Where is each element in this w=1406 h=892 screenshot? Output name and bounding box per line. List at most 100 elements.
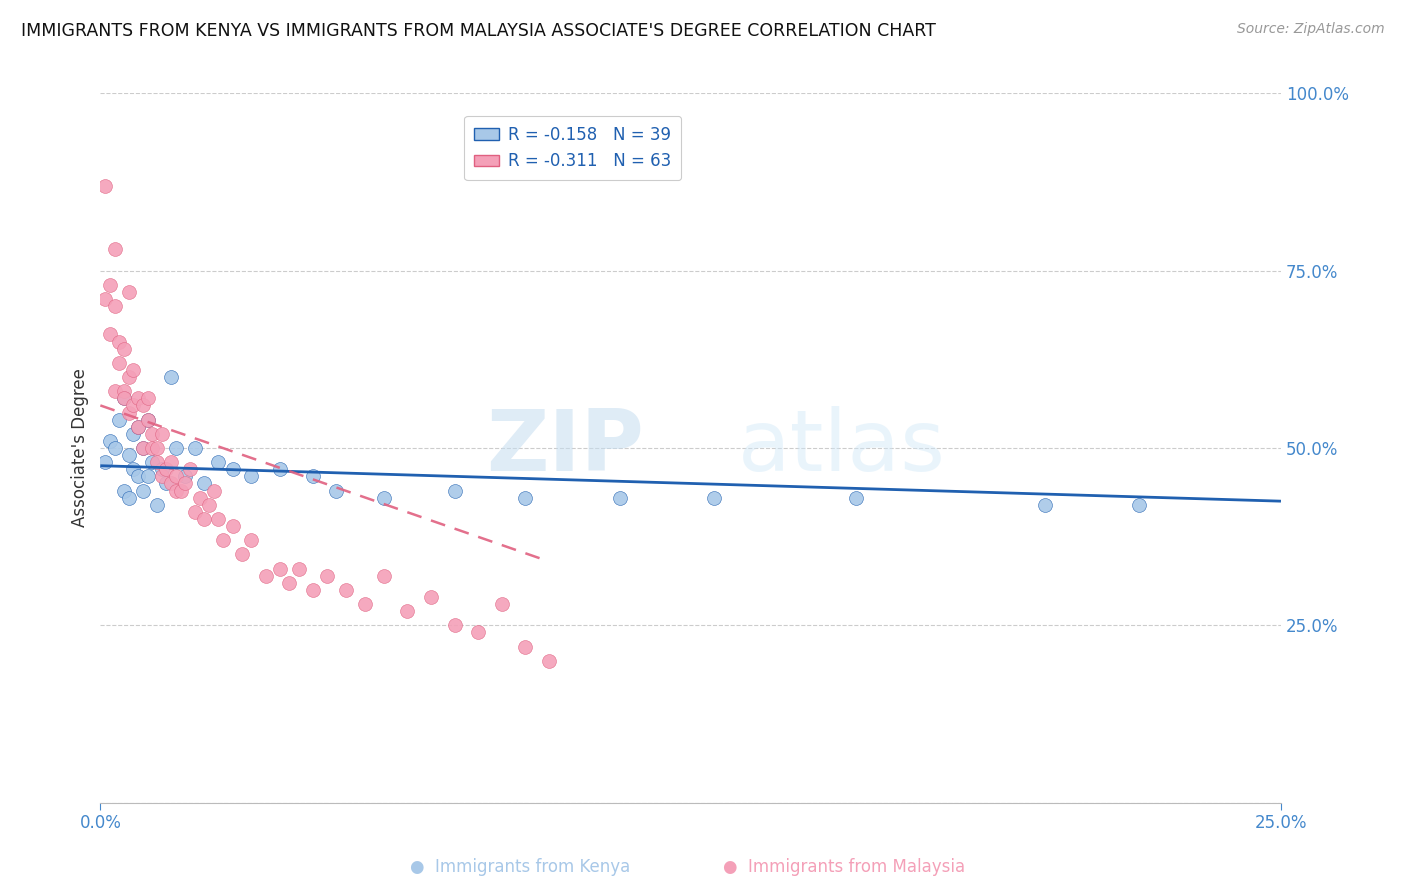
Point xyxy=(198,498,221,512)
Text: ZIP: ZIP xyxy=(485,407,644,490)
Point xyxy=(254,568,277,582)
Point xyxy=(316,568,339,582)
Point xyxy=(146,441,169,455)
Point xyxy=(193,512,215,526)
Point xyxy=(112,483,135,498)
Point xyxy=(373,491,395,505)
Point xyxy=(491,597,513,611)
Point xyxy=(335,582,357,597)
Point xyxy=(165,469,187,483)
Point xyxy=(269,561,291,575)
Point xyxy=(108,412,131,426)
Point xyxy=(609,491,631,505)
Point xyxy=(112,384,135,399)
Point xyxy=(127,419,149,434)
Point xyxy=(515,640,537,654)
Point xyxy=(127,392,149,406)
Point xyxy=(302,582,325,597)
Text: IMMIGRANTS FROM KENYA VS IMMIGRANTS FROM MALAYSIA ASSOCIATE'S DEGREE CORRELATION: IMMIGRANTS FROM KENYA VS IMMIGRANTS FROM… xyxy=(21,22,936,40)
Point xyxy=(118,491,141,505)
Point xyxy=(160,476,183,491)
Text: ●  Immigrants from Kenya: ● Immigrants from Kenya xyxy=(411,858,630,876)
Point xyxy=(132,441,155,455)
Point xyxy=(419,590,441,604)
Text: Source: ZipAtlas.com: Source: ZipAtlas.com xyxy=(1237,22,1385,37)
Point xyxy=(184,441,207,455)
Point xyxy=(118,405,141,419)
Point xyxy=(132,483,155,498)
Point xyxy=(112,392,135,406)
Point xyxy=(165,483,187,498)
Point xyxy=(103,243,125,257)
Point xyxy=(174,476,197,491)
Point xyxy=(353,597,375,611)
Point xyxy=(112,392,135,406)
Point xyxy=(212,533,235,548)
Point xyxy=(103,384,125,399)
Point xyxy=(443,618,465,632)
Point xyxy=(1128,498,1150,512)
Point xyxy=(703,491,725,505)
Text: ●  Immigrants from Malaysia: ● Immigrants from Malaysia xyxy=(723,858,965,876)
Point xyxy=(231,547,253,561)
Point xyxy=(207,455,229,469)
Text: atlas: atlas xyxy=(738,407,946,490)
Point xyxy=(132,441,155,455)
Point xyxy=(94,455,117,469)
Point xyxy=(94,292,117,306)
Point xyxy=(179,462,201,476)
Point xyxy=(118,370,141,384)
Point xyxy=(98,277,121,292)
Point xyxy=(221,519,243,533)
Point xyxy=(184,505,207,519)
Point xyxy=(141,441,163,455)
Point xyxy=(108,356,131,370)
Point xyxy=(240,533,263,548)
Point xyxy=(278,575,301,590)
Point xyxy=(174,469,197,483)
Point xyxy=(221,462,243,476)
Point xyxy=(141,455,163,469)
Point xyxy=(108,334,131,349)
Point xyxy=(98,327,121,342)
Point xyxy=(127,469,149,483)
Point xyxy=(94,178,117,193)
Point xyxy=(515,491,537,505)
Point xyxy=(122,363,145,377)
Point xyxy=(396,604,419,618)
Point xyxy=(98,434,121,448)
Point xyxy=(118,285,141,299)
Point xyxy=(136,469,159,483)
Point xyxy=(287,561,309,575)
Point xyxy=(146,455,169,469)
Point xyxy=(467,625,489,640)
Point xyxy=(202,483,225,498)
Point xyxy=(188,491,211,505)
Point xyxy=(122,426,145,441)
Point xyxy=(155,476,177,491)
Point xyxy=(373,568,395,582)
Point xyxy=(112,342,135,356)
Point xyxy=(193,476,215,491)
Point xyxy=(136,392,159,406)
Point xyxy=(325,483,347,498)
Point xyxy=(155,462,177,476)
Point xyxy=(132,399,155,413)
Legend: R = -0.158   N = 39, R = -0.311   N = 63: R = -0.158 N = 39, R = -0.311 N = 63 xyxy=(464,116,681,180)
Point xyxy=(150,469,173,483)
Point xyxy=(141,426,163,441)
Point xyxy=(150,426,173,441)
Point xyxy=(118,448,141,462)
Point xyxy=(150,462,173,476)
Point xyxy=(160,370,183,384)
Point xyxy=(136,412,159,426)
Point xyxy=(443,483,465,498)
Point xyxy=(1033,498,1056,512)
Point xyxy=(165,441,187,455)
Point xyxy=(169,483,191,498)
Point xyxy=(537,654,560,668)
Point xyxy=(127,419,149,434)
Point xyxy=(136,412,159,426)
Point xyxy=(207,512,229,526)
Point xyxy=(240,469,263,483)
